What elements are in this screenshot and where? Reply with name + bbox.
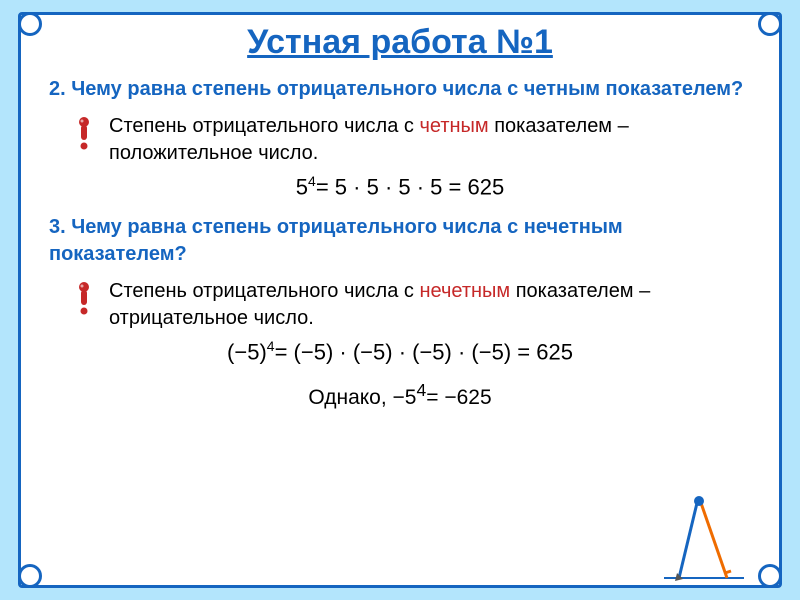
answer-3-block: Степень отрицательного числа с нечетным …: [49, 278, 751, 332]
answer-3-part1: Степень отрицательного числа с: [109, 280, 419, 302]
answer-3-highlight: нечетным: [419, 280, 510, 302]
slide-title: Устная работа №1: [49, 23, 751, 62]
exclamation-icon: [73, 117, 95, 156]
slide-frame: Устная работа №1 2. Чему равна степень о…: [18, 12, 782, 588]
answer-2-text: Степень отрицательного числа с четным по…: [109, 113, 751, 167]
answer-2-block: Степень отрицательного числа с четным по…: [49, 113, 751, 167]
exclamation-icon: [73, 282, 95, 321]
question-2: 2. Чему равна степень отрицательного чис…: [49, 76, 751, 103]
answer-3-text: Степень отрицательного числа с нечетным …: [109, 278, 751, 332]
formula-2: 54= 5 · 5 · 5 · 5 = 625: [49, 173, 751, 200]
compass-icon: [659, 493, 749, 583]
formula-3: (−5)4= (−5) · (−5) · (−5) · (−5) = 625: [49, 338, 751, 365]
however-note: Однако, −54= −625: [49, 380, 751, 410]
question-3: 3. Чему равна степень отрицательного чис…: [49, 214, 751, 268]
answer-2-part1: Степень отрицательного числа с: [109, 115, 419, 137]
answer-2-highlight: четным: [419, 115, 488, 137]
slide-content: Устная работа №1 2. Чему равна степень о…: [21, 15, 779, 585]
